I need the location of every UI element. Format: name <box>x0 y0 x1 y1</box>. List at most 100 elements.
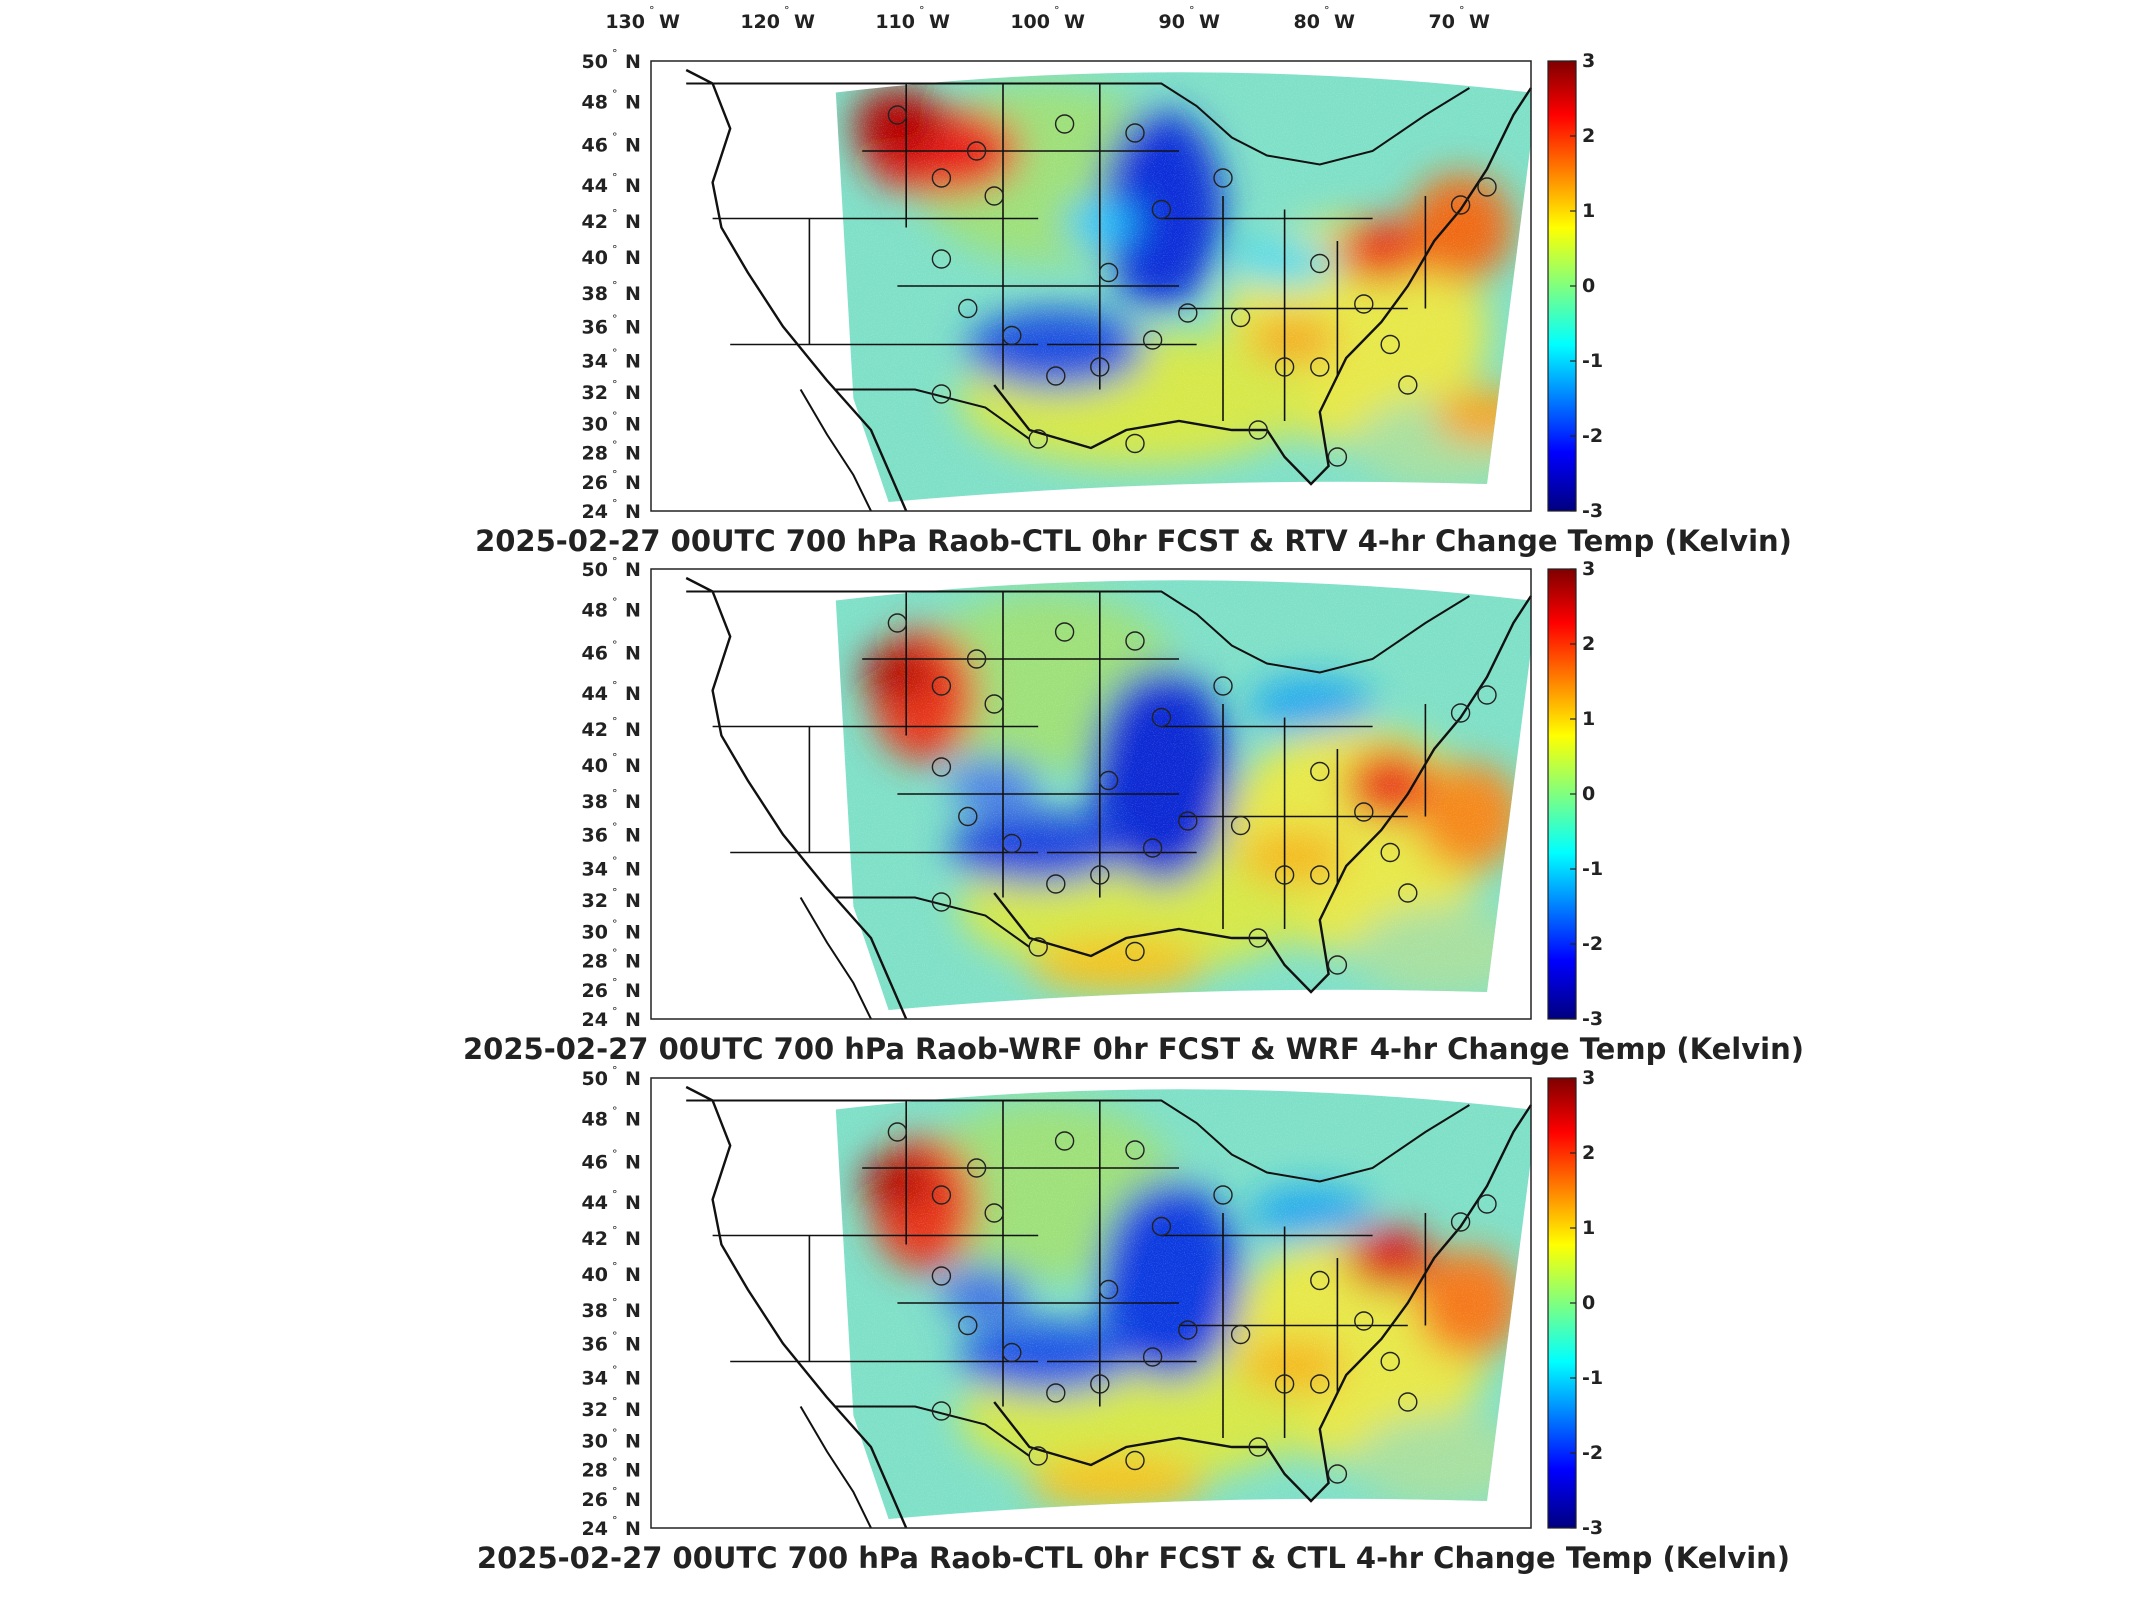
svg-text:44: 44 <box>582 683 608 705</box>
svg-text:N: N <box>625 92 641 114</box>
raob-station-marker <box>1125 123 1145 143</box>
latitude-axis: 50 ° N 48 ° N 46 ° N 44 ° N 42 ° N 40 ° N 38 ° N 36 ° N 34 ° N 32 ° N… <box>582 47 641 523</box>
raob-station-marker <box>931 1266 952 1286</box>
svg-text:24: 24 <box>582 501 608 523</box>
svg-text:50: 50 <box>582 1068 608 1090</box>
svg-text:24: 24 <box>582 1518 608 1540</box>
raob-station-marker <box>931 1401 952 1421</box>
svg-text:48: 48 <box>582 1109 608 1131</box>
svg-text:N: N <box>625 413 641 435</box>
svg-text:N: N <box>625 642 641 664</box>
svg-text:N: N <box>625 211 641 233</box>
lat-tick-label: 32 ° N <box>582 378 641 404</box>
svg-text:N: N <box>625 283 641 305</box>
svg-text:°: ° <box>612 1224 618 1237</box>
colorbar-tick-label: 3 <box>1582 50 1595 72</box>
svg-text:°: ° <box>1189 4 1195 17</box>
svg-text:N: N <box>625 980 641 1002</box>
svg-text:N: N <box>625 719 641 741</box>
raob-station-marker <box>1310 1374 1330 1394</box>
lon-tick-label: 80 ° W <box>1294 4 1355 33</box>
svg-text:N: N <box>625 1068 641 1090</box>
svg-text:26: 26 <box>582 1489 608 1511</box>
map-panel-ctl: 50 ° N48 ° N46 ° N44 ° N42 ° N40 ° N38 ° N36 ° N34 ° N32 ° N… <box>477 1064 1790 1575</box>
svg-text:110: 110 <box>875 11 915 33</box>
temperature-field <box>835 1089 1531 1519</box>
lat-tick-label: 44 ° N <box>582 679 641 705</box>
svg-text:28: 28 <box>582 443 608 465</box>
svg-text:N: N <box>625 317 641 339</box>
raob-station-marker <box>1002 1342 1022 1363</box>
lat-tick-label: 28 ° N <box>582 947 641 973</box>
raob-station-marker <box>958 298 978 319</box>
svg-text:°: ° <box>612 378 618 391</box>
lat-tick-label: 40 ° N <box>582 751 641 777</box>
svg-text:N: N <box>625 1192 641 1214</box>
colorbar-tick-label: -2 <box>1582 1442 1603 1464</box>
svg-text:°: ° <box>612 638 618 651</box>
northern-border <box>686 1099 1470 1183</box>
svg-text:W: W <box>929 11 950 33</box>
raob-station-marker <box>1398 1392 1418 1412</box>
lat-tick-label: 48 ° N <box>582 88 641 114</box>
lat-tick-label: 30 ° N <box>582 1426 641 1452</box>
panel-title: 2025-02-27 00UTC 700 hPa Raob-WRF 0hr FC… <box>463 1032 1804 1066</box>
colorbar: 3 2 1 0 -1 -2 -3 <box>1547 1067 1603 1539</box>
raob-station-marker <box>1477 685 1497 705</box>
lat-tick-label: 50 ° N <box>582 1064 641 1090</box>
raob-station-marker <box>931 384 952 404</box>
raob-station-marker <box>1230 307 1251 328</box>
svg-text:°: ° <box>612 88 618 101</box>
raob-station-marker <box>1178 1320 1198 1340</box>
raob-station-marker <box>1274 1374 1295 1394</box>
svg-text:°: ° <box>612 1395 618 1408</box>
southern-border <box>835 896 1030 948</box>
svg-text:N: N <box>625 921 641 943</box>
raob-station-marker <box>931 757 952 777</box>
raob-station-marker <box>1327 1464 1348 1484</box>
baja-coastline <box>799 1405 872 1529</box>
east-coastline <box>993 87 1533 486</box>
svg-text:26: 26 <box>582 980 608 1002</box>
svg-text:42: 42 <box>582 719 608 741</box>
lon-tick-label: 90 ° W <box>1159 4 1220 33</box>
raob-station-marker <box>1310 1270 1330 1291</box>
raob-station-marker <box>1354 802 1374 822</box>
map-frame <box>650 60 1532 512</box>
lat-tick-label: 24 ° N <box>582 497 641 523</box>
svg-text:N: N <box>625 858 641 880</box>
svg-text:24: 24 <box>582 1009 608 1031</box>
raob-station-marker <box>1178 811 1198 831</box>
svg-text:N: N <box>625 175 641 197</box>
svg-text:°: ° <box>612 854 618 867</box>
svg-text:42: 42 <box>582 211 608 233</box>
svg-text:N: N <box>625 951 641 973</box>
svg-text:N: N <box>625 1460 641 1482</box>
raob-station-marker <box>1450 195 1471 215</box>
lat-tick-label: 38 ° N <box>582 1296 641 1322</box>
lat-tick-label: 42 ° N <box>582 1224 641 1250</box>
raob-station-marker <box>1142 330 1163 350</box>
svg-text:°: ° <box>1459 4 1465 17</box>
raob-station-marker <box>931 892 952 912</box>
svg-text:°: ° <box>612 1456 618 1469</box>
raob-station-marker <box>1248 420 1268 440</box>
raob-station-marker <box>1046 874 1066 894</box>
svg-text:°: ° <box>612 1260 618 1273</box>
lat-tick-label: 40 ° N <box>582 1260 641 1286</box>
lat-tick-label: 42 ° N <box>582 207 641 233</box>
svg-text:°: ° <box>612 1426 618 1439</box>
raob-station-marker <box>984 1203 1004 1223</box>
raob-station-marker <box>931 1185 952 1205</box>
svg-text:N: N <box>625 1109 641 1131</box>
svg-text:°: ° <box>612 313 618 326</box>
colorbar-tick-label: 0 <box>1582 275 1595 297</box>
svg-text:120: 120 <box>740 11 780 33</box>
northern-border <box>686 82 1470 166</box>
colorbar-tick-label: 1 <box>1582 1217 1595 1239</box>
lat-tick-label: 30 ° N <box>582 917 641 943</box>
colorbar-tick-label: -3 <box>1582 500 1603 522</box>
lat-tick-label: 34 ° N <box>582 854 641 880</box>
raob-station-marker <box>1274 865 1295 885</box>
svg-text:N: N <box>625 825 641 847</box>
